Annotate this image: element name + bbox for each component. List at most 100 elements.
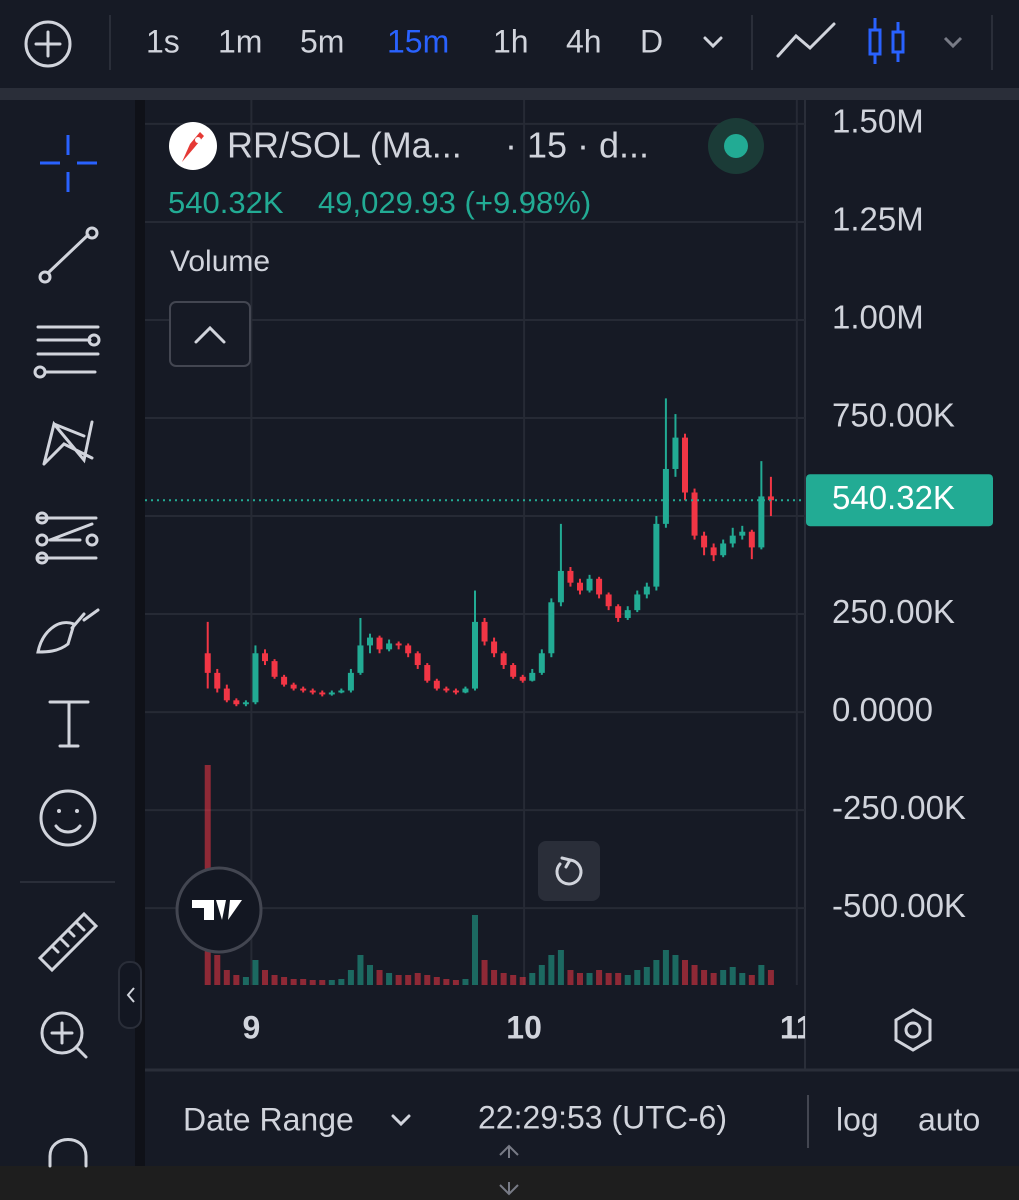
candle-body [204,653,211,673]
add-button[interactable] [24,20,72,68]
volume-bar [300,979,307,985]
side-separator [135,100,145,1170]
volume-bar [338,979,345,985]
collapse-legend[interactable] [169,301,251,367]
interval-button[interactable]: 1m [218,23,262,59]
volume-bar [529,973,536,985]
fib-tool[interactable] [33,325,101,379]
legend-change: 49,029.93 (+9.98%) [318,185,591,220]
candle-body [472,621,478,689]
interval-button[interactable]: 1h [493,23,529,59]
volume-bar [376,970,383,985]
tv-logo[interactable] [175,866,263,954]
settings-button[interactable] [894,1008,932,1052]
candle-body [672,437,679,469]
candle-body [223,688,230,701]
candle-body [682,437,688,493]
log-toggle[interactable]: log [836,1101,879,1137]
volume-bar [223,970,230,985]
interval-button[interactable]: 15m [387,23,449,59]
zoom-tool[interactable] [40,1011,88,1059]
volume-bar [701,970,708,985]
volume-bar [500,973,507,985]
candle-body [414,653,421,666]
x-tick-label: 10 [506,1009,542,1045]
candle-body [662,468,669,524]
candle-body [424,665,431,681]
volume-bar [519,977,526,985]
interval-button[interactable]: 4h [566,23,602,59]
interval-button[interactable]: 1s [146,23,180,59]
volume-bar [710,973,717,985]
y-tick-label: -500.00K [832,887,966,924]
line-style-button[interactable] [776,22,836,58]
candle-body [577,582,583,591]
style-dropdown[interactable] [943,36,963,49]
volume-bar [548,955,555,985]
date-range[interactable]: Date Range [183,1101,354,1137]
volume-bar [405,975,412,985]
auto-toggle[interactable]: auto [918,1101,980,1137]
volume-bar [767,970,774,985]
brush-tool[interactable] [36,608,100,654]
volume-bar [758,965,765,985]
candle-style-button[interactable] [868,18,905,64]
volume-bar [328,980,335,985]
candle-body [405,645,412,654]
candle-body [605,594,612,607]
volume-bar [281,977,288,985]
candle-body [309,690,316,693]
clock: 22:29:53 (UTC-6) [478,1099,727,1135]
text-tool[interactable] [48,700,90,748]
volume-bar [386,973,393,985]
candle-body [386,643,393,650]
volume-bar [395,975,402,985]
candle-body [357,645,364,673]
status-dot [724,134,748,158]
candle-body [500,653,507,666]
legend-price: 540.32K [168,185,284,220]
date-range-dropdown[interactable] [391,1114,411,1127]
collapse-toolbar[interactable] [118,961,142,1029]
volume-bar [624,975,631,985]
volume-bar [433,977,440,985]
candle-body [624,610,631,618]
volume-bar [682,960,688,985]
candle-body [596,578,603,595]
interval-button[interactable]: 5m [300,23,344,59]
volume-bar [481,960,488,985]
candle-body [443,688,450,691]
candle-body [767,496,774,501]
candle-body [452,690,459,693]
volume-bar [596,970,603,985]
y-tick-label: 1.00M [832,299,924,336]
volume-bar [567,970,574,985]
projection-tool[interactable] [35,511,99,565]
candle-body [262,653,268,662]
crosshair-tool[interactable] [40,135,97,192]
candle-body [347,672,354,691]
interval-button[interactable]: D [640,23,663,59]
magnet-tool[interactable] [48,1138,88,1168]
ruler-tool[interactable] [37,911,99,973]
candle-body [643,586,650,595]
top-separator [0,88,1019,100]
candle-body [701,535,708,548]
trend-line-tool[interactable] [38,226,99,284]
candle-body [271,661,278,677]
interval-dropdown[interactable] [703,36,723,49]
candle-body [290,684,297,689]
pattern-tool[interactable] [42,420,94,466]
candle-body [519,676,526,681]
emoji-tool[interactable] [39,789,97,847]
candle-body [242,702,249,705]
volume-bar [662,950,669,985]
y-tick-label: 1.25M [832,201,924,238]
reset-button[interactable] [538,841,600,901]
candle-body [538,653,545,673]
resize-handle[interactable] [499,1144,519,1196]
candle-body [462,688,469,693]
candle-body [510,665,517,677]
